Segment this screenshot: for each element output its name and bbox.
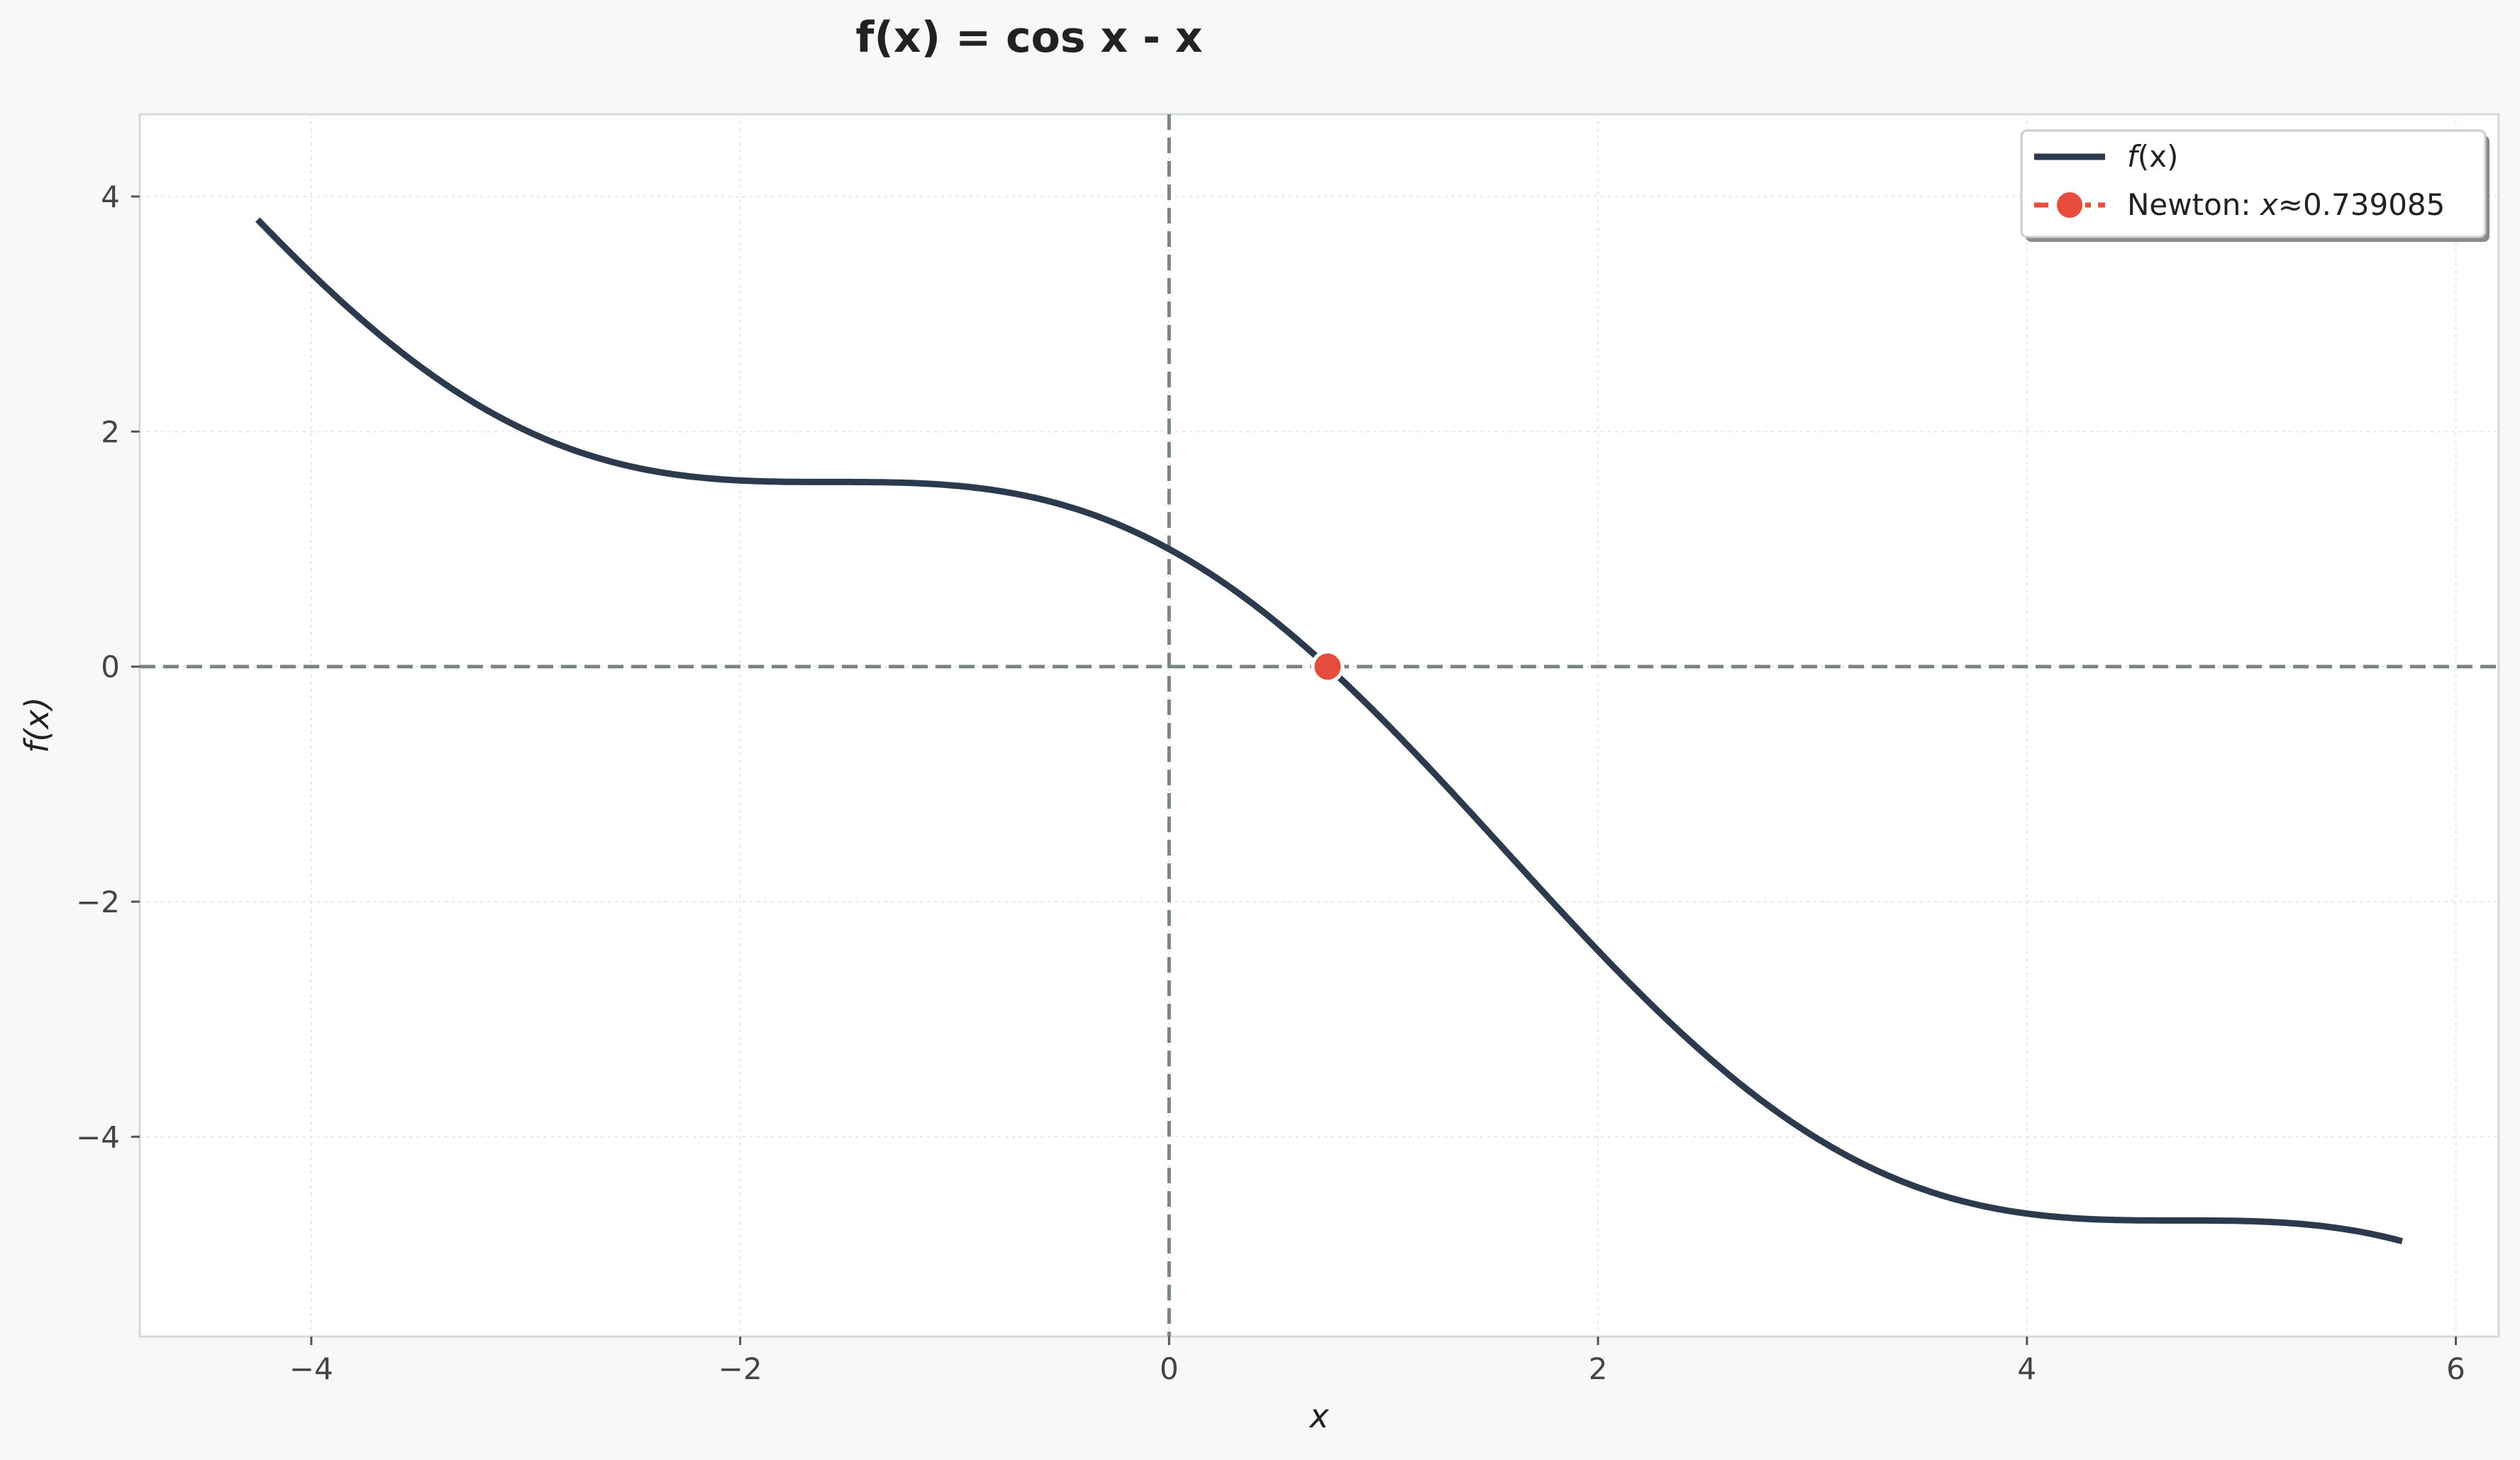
legend-label-newton-var: x xyxy=(2259,187,2279,222)
legend-label-newton-value: ≈0.739085 xyxy=(2278,187,2446,222)
x-tick-label: −2 xyxy=(718,1351,762,1386)
y-tick-label: −4 xyxy=(76,1119,120,1154)
y-axis-ticks: −4 −2 0 2 4 xyxy=(76,179,140,1154)
chart-title: f(x) = cos x - x xyxy=(855,13,1202,62)
y-tick-label: −2 xyxy=(76,885,120,919)
newton-root-marker xyxy=(1311,650,1345,684)
y-tick-label: 4 xyxy=(101,179,120,214)
legend-swatch-newton-marker xyxy=(2054,189,2085,221)
legend-label-newton-prefix: Newton: xyxy=(2127,187,2260,222)
x-tick-label: −4 xyxy=(289,1351,333,1386)
plot-area xyxy=(138,113,2500,1338)
legend-label-curve-rest: (x) xyxy=(2138,139,2179,174)
x-axis-ticks: −4 −2 0 2 4 6 xyxy=(289,1337,2465,1386)
y-tick-label: 2 xyxy=(101,414,120,449)
x-axis-label: x xyxy=(1308,1397,1329,1435)
x-tick-label: 4 xyxy=(2017,1351,2036,1386)
legend-box xyxy=(2020,129,2487,238)
legend-label-curve: f(x) xyxy=(2127,139,2178,174)
legend-label-newton: Newton: x≈0.739085 xyxy=(2127,187,2445,222)
x-tick-label: 6 xyxy=(2446,1351,2465,1386)
legend: f(x) Newton: x≈0.739085 xyxy=(2020,129,2490,242)
x-tick-label: 2 xyxy=(1589,1351,1608,1386)
x-tick-label: 0 xyxy=(1160,1351,1179,1386)
y-axis-label: f(x) xyxy=(18,697,56,753)
y-tick-label: 0 xyxy=(101,650,120,685)
